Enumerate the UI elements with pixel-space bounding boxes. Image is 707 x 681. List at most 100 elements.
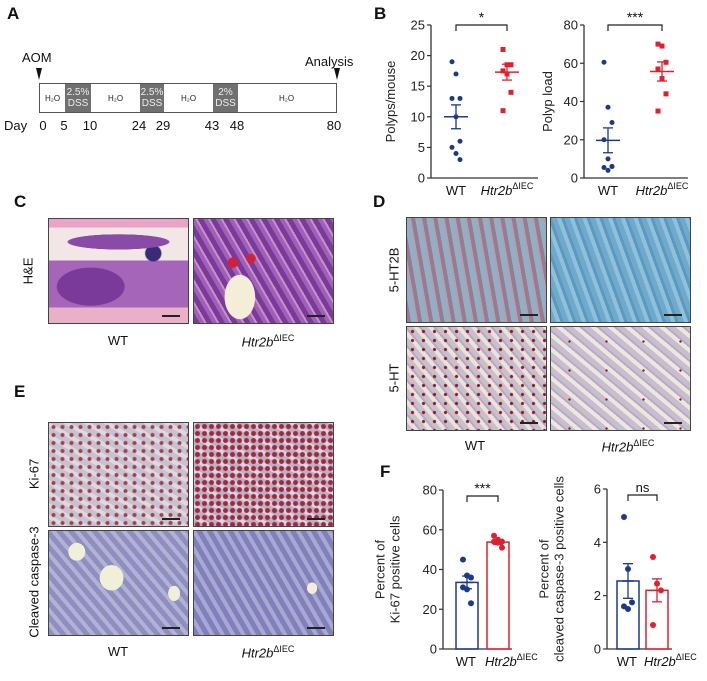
day-tick-label: 24 — [131, 118, 147, 133]
data-point — [601, 137, 607, 143]
significance-label: *** — [627, 9, 644, 25]
data-point — [468, 574, 474, 581]
category-label: WT — [617, 654, 637, 669]
y-tick-label: 80 — [564, 18, 578, 33]
data-point — [504, 71, 510, 77]
timeline-days: Day 0 5 10 24 29 43 48 80 — [0, 118, 360, 136]
data-point — [625, 566, 631, 572]
y-axis-label: cleaved caspase-3 positive cells — [552, 476, 567, 662]
significance-bracket — [627, 494, 658, 501]
data-point — [499, 544, 505, 551]
data-point — [659, 76, 665, 82]
day-tick-label: 48 — [229, 118, 245, 133]
data-point — [491, 532, 497, 539]
y-axis-label: Polyps/mouse — [383, 61, 398, 143]
col-label-htr2b: Htr2bΔIEC — [601, 438, 655, 455]
5ht2b-image-htr2b — [550, 217, 691, 323]
data-point — [601, 164, 607, 170]
y-tick-label: 2 — [594, 588, 601, 603]
panel-label-e: E — [14, 382, 26, 401]
category-label: Htr2bΔIEC — [485, 652, 538, 669]
data-point — [500, 108, 506, 114]
data-point — [663, 91, 669, 97]
day-tick-label: 43 — [204, 118, 220, 133]
data-point — [659, 43, 665, 49]
y-tick-label: 60 — [564, 56, 578, 71]
col-label-wt: WT — [107, 644, 129, 659]
analysis-label: Analysis — [305, 54, 354, 69]
y-tick-label: 6 — [594, 482, 601, 497]
y-axis-label: Percent of — [537, 539, 552, 599]
y-tick-label: 80 — [423, 483, 437, 498]
data-point — [449, 95, 455, 101]
data-point — [655, 108, 661, 114]
aom-label: AOM — [22, 50, 52, 65]
y-tick-label: 20 — [423, 602, 437, 617]
data-point — [457, 138, 463, 144]
day-tick-label: 10 — [82, 118, 98, 133]
panel-label-a: A — [7, 4, 20, 23]
col-label-wt: WT — [464, 438, 486, 453]
day-tick-label: 29 — [155, 118, 171, 133]
data-point — [621, 514, 627, 520]
data-point — [601, 59, 607, 65]
y-axis-label: Ki-67 positive cells — [388, 515, 403, 623]
caspase3-image-htr2b — [193, 530, 334, 636]
significance-bracket — [455, 24, 508, 31]
day-tick-label: 0 — [39, 118, 47, 133]
data-point — [663, 59, 669, 65]
day-tick-label: 5 — [60, 118, 68, 133]
data-point — [609, 120, 615, 126]
ki67-image-htr2b — [193, 422, 334, 527]
data-point — [508, 62, 514, 68]
panel-label-b: B — [374, 4, 387, 23]
category-label: Htr2bΔIEC — [644, 652, 697, 669]
panel-label-d: D — [373, 192, 386, 211]
water-segment: H₂O — [278, 93, 295, 103]
he-image-wt — [48, 218, 189, 324]
chart-f-3: 0 2 4 6 Percent of cleaved caspase-3 positive… — [537, 476, 698, 669]
data-point — [453, 71, 459, 77]
chart-b-1: 0 20 40 60 80 Polyp load WT Htr2bΔIEC *** — [540, 9, 689, 198]
col-label-htr2b: Htr2bΔIEC — [241, 333, 295, 350]
category-label: WT — [446, 183, 466, 198]
y-tick-label: 0 — [571, 171, 578, 186]
bar — [486, 541, 510, 650]
data-point — [658, 587, 664, 594]
data-point — [625, 606, 631, 612]
data-point — [655, 41, 661, 47]
chart-b-0: 0 5 10 15 20 25 Polyps/mouse WT Htr2bΔIEC * — [383, 9, 538, 198]
category-label: Htr2bΔIEC — [636, 181, 689, 198]
dss-segment: 2% DSS — [213, 84, 238, 112]
significance-label: *** — [474, 480, 491, 496]
water-segment: H₂O — [44, 93, 61, 103]
y-axis-label: Percent of — [373, 539, 388, 599]
category-label: Htr2bΔIEC — [481, 181, 534, 198]
data-point — [457, 95, 463, 101]
y-tick-label: 25 — [411, 18, 425, 33]
data-point — [457, 157, 463, 163]
data-point — [650, 554, 656, 560]
data-point — [449, 59, 455, 65]
y-tick-label: 40 — [423, 562, 437, 577]
y-tick-label: 5 — [418, 140, 425, 155]
category-label: WT — [598, 183, 618, 198]
col-label-wt: WT — [107, 333, 129, 348]
data-point — [504, 62, 510, 68]
bar — [455, 581, 479, 650]
data-point — [453, 114, 459, 120]
chart-f-2: 0 20 40 60 80 Percent of Ki-67 positive cells W… — [373, 480, 539, 669]
data-point — [449, 144, 455, 150]
panel-label-c: C — [14, 192, 27, 211]
significance-label: * — [479, 9, 485, 25]
y-axis-label: Polyp load — [540, 71, 555, 132]
water-segment: H₂O — [107, 93, 124, 103]
y-tick-label: 10 — [411, 109, 425, 124]
y-tick-label: 20 — [564, 132, 578, 147]
data-point — [605, 104, 611, 110]
significance-label: ns — [636, 480, 650, 495]
dss-segment: 2.5% DSS — [140, 84, 164, 112]
y-tick-label: 0 — [418, 171, 425, 186]
